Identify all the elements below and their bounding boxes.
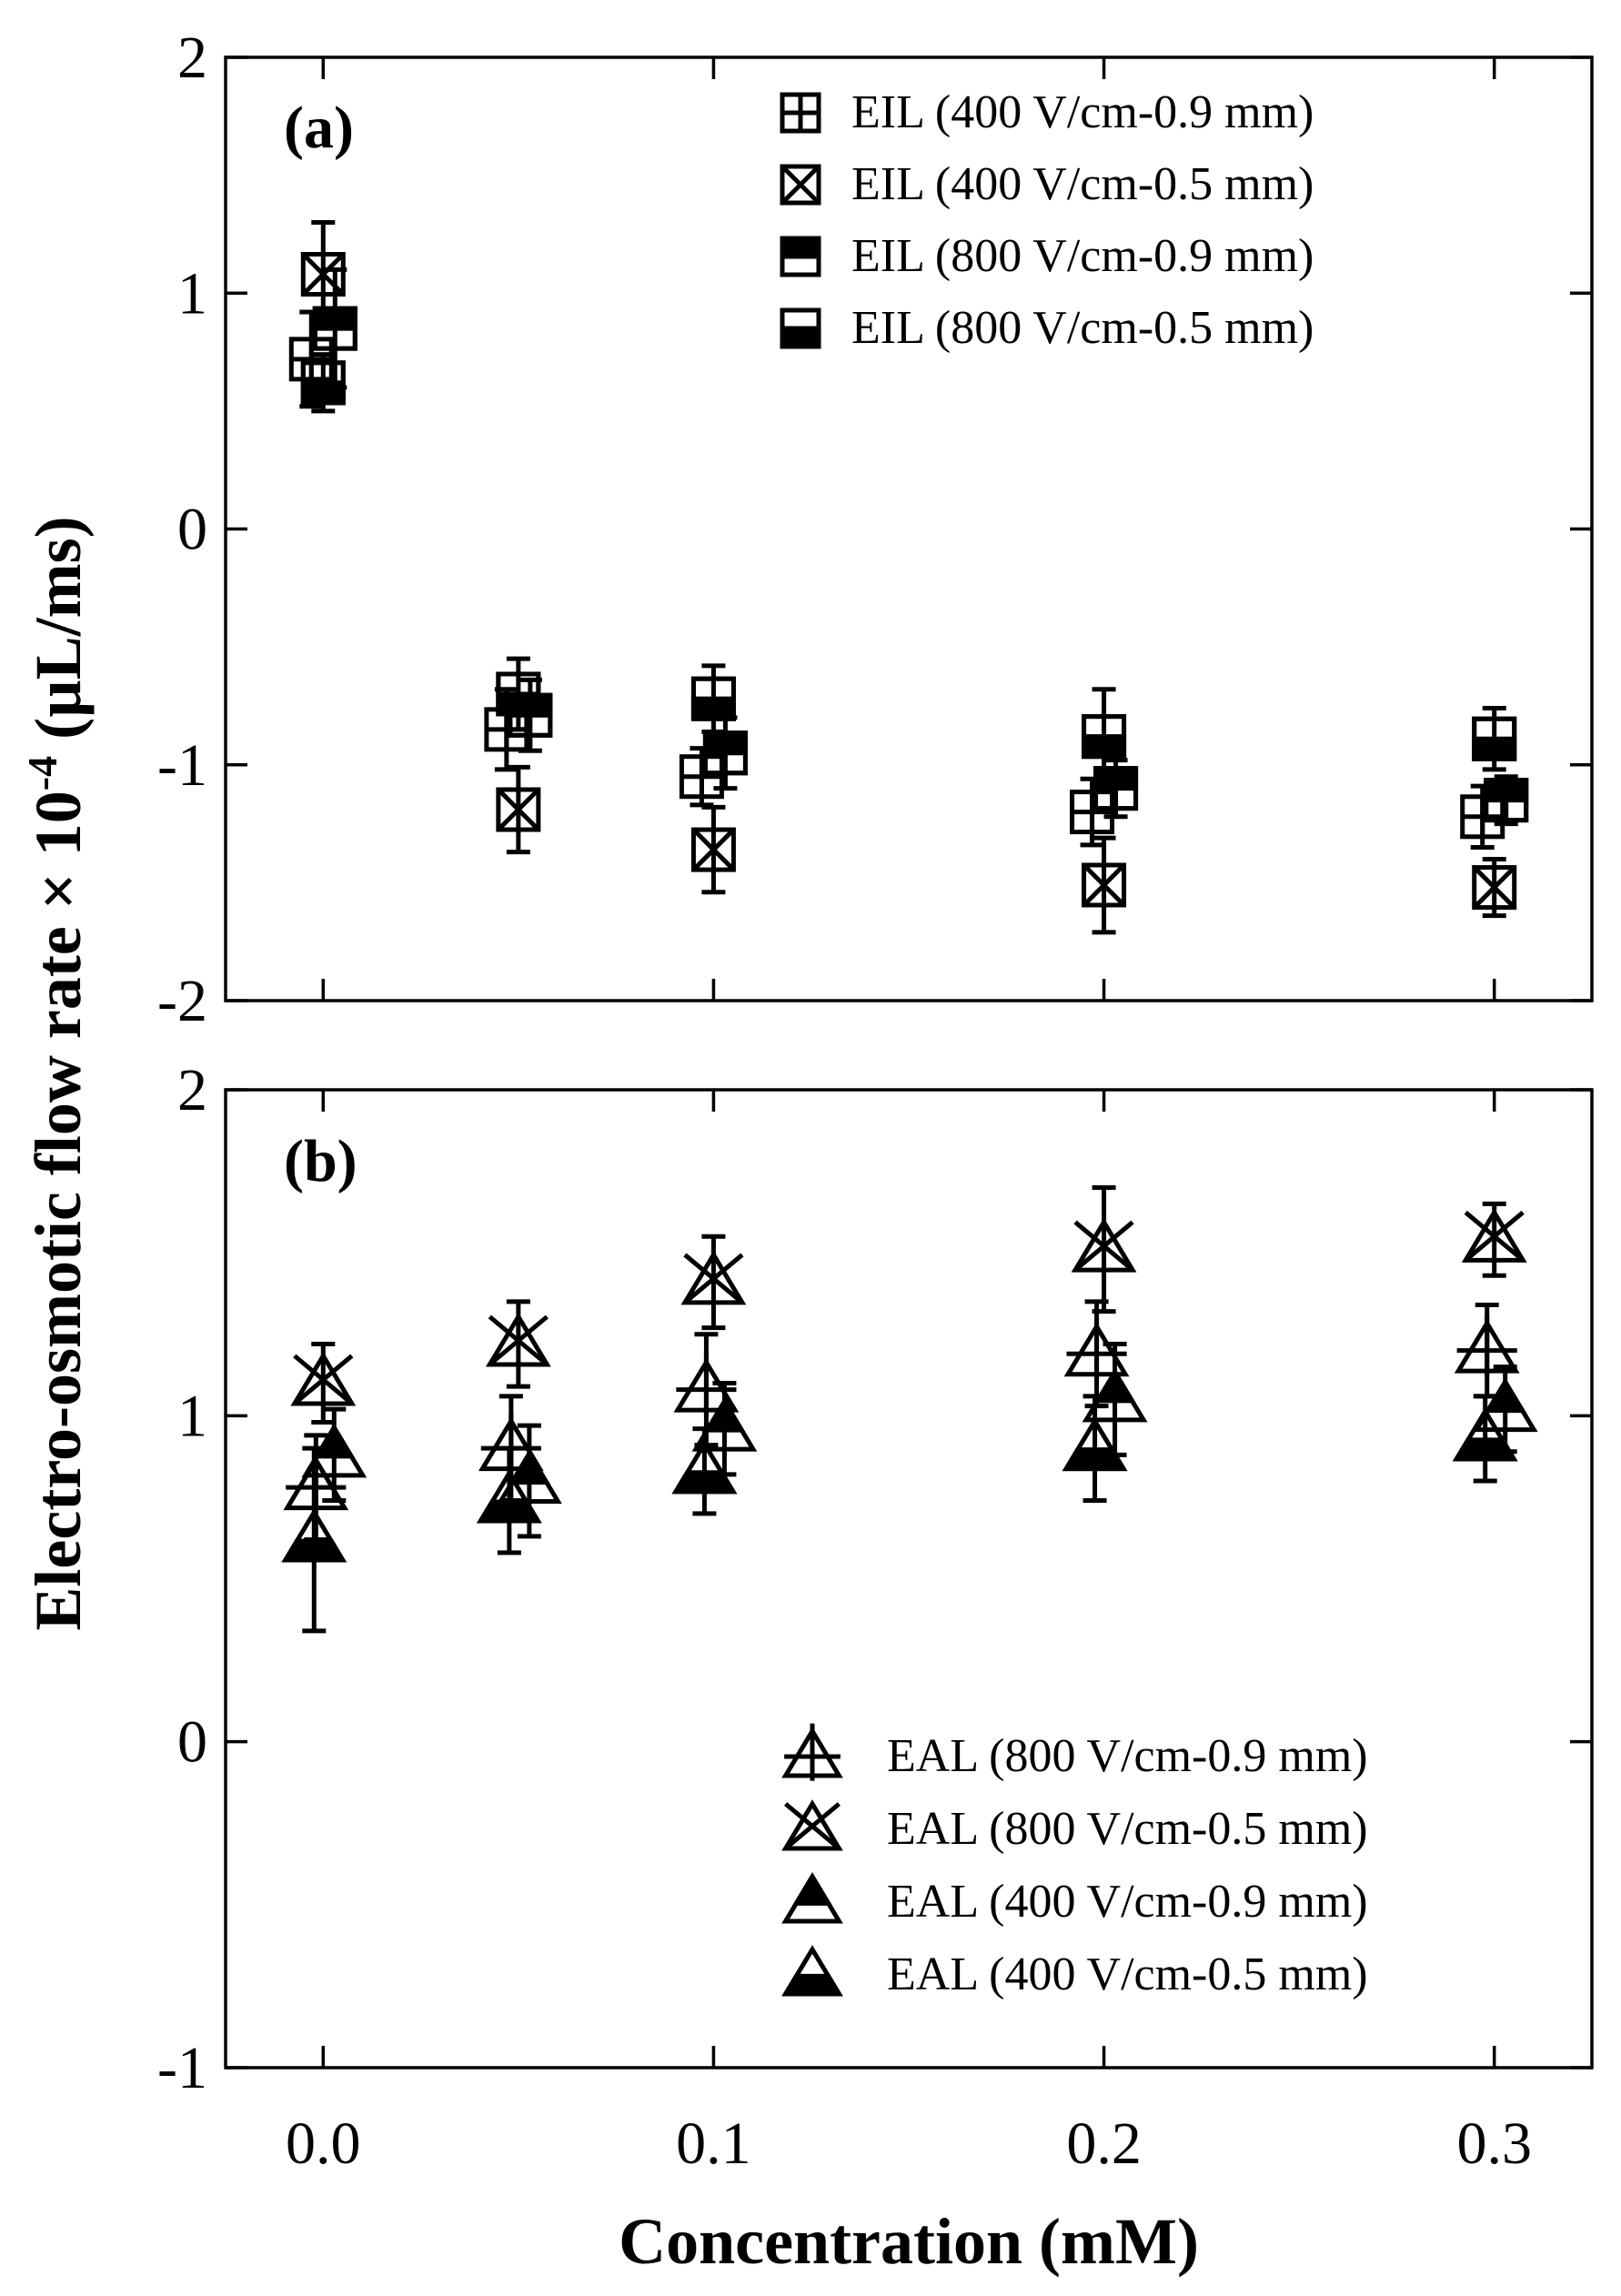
data-point xyxy=(1460,794,1505,840)
y-tick-label: 2 xyxy=(177,25,207,91)
data-point xyxy=(671,1439,738,1495)
y-axis-title-main: Electro-osmotic flow rate × 10 xyxy=(22,791,95,1630)
panel-b-label: (b) xyxy=(284,1128,357,1194)
panel-b-frame xyxy=(224,1088,1594,2069)
y-axis-title-units: (µL/ms) xyxy=(22,516,95,755)
data-point xyxy=(691,1396,758,1452)
data-point xyxy=(1093,766,1139,811)
data-point xyxy=(1082,862,1127,908)
legend-marker xyxy=(780,92,821,134)
legend-label: EIL (400 V/cm-0.5 mm) xyxy=(851,158,1314,210)
y-tick-label: 2 xyxy=(177,1057,207,1123)
legend-marker xyxy=(780,307,821,349)
legend-label: EAL (800 V/cm-0.9 mm) xyxy=(887,1730,1368,1782)
data-point xyxy=(1452,1406,1518,1462)
panel-a-legend: EIL (400 V/cm-0.9 mm) EIL (400 V/cm-0.5 m… xyxy=(780,86,1314,354)
y-tick-label: -2 xyxy=(157,968,207,1034)
panel-b-markers xyxy=(281,1207,1538,1563)
legend-label: EAL (800 V/cm-0.5 mm) xyxy=(887,1803,1368,1855)
data-point xyxy=(690,827,736,872)
y-axis-title-exponent: -4 xyxy=(19,756,65,791)
legend-marker xyxy=(781,1723,843,1781)
data-point xyxy=(679,754,724,800)
data-point xyxy=(1454,1314,1520,1377)
data-point xyxy=(496,787,541,832)
x-tick-label: 0.1 xyxy=(676,2110,751,2177)
legend-label: EIL (800 V/cm-0.5 mm) xyxy=(851,302,1314,354)
data-point xyxy=(496,671,541,717)
panel-b-errorbars xyxy=(302,1185,1517,1634)
data-point xyxy=(476,1468,542,1524)
data-point xyxy=(1472,716,1517,761)
legend-marker xyxy=(781,1799,843,1851)
panel-b: -1 0 1 2 0.0 0.1 0.2 0.3 (b) EAL (800 V/cm-0.9 … xyxy=(157,1057,1594,2177)
panel-b-ticks: -1 0 1 2 0.0 0.1 0.2 0.3 xyxy=(157,1057,1592,2177)
y-tick-label: 0 xyxy=(177,1709,207,1776)
data-point xyxy=(1082,714,1127,760)
data-point xyxy=(312,306,357,351)
x-tick-label: 0.3 xyxy=(1456,2110,1532,2177)
data-point xyxy=(478,1413,544,1475)
data-point xyxy=(690,676,736,721)
legend-label: EAL (400 V/cm-0.9 mm) xyxy=(887,1876,1368,1928)
data-point xyxy=(1082,1367,1148,1423)
data-point xyxy=(288,337,334,382)
data-point xyxy=(290,1351,357,1406)
data-point xyxy=(680,1250,747,1305)
x-tick-label: 0.2 xyxy=(1066,2110,1142,2177)
data-point xyxy=(1461,1207,1527,1263)
legend-label: EIL (800 V/cm-0.9 mm) xyxy=(851,230,1314,282)
y-axis-title: Electro-osmotic flow rate × 10-4 (µL/ms) xyxy=(19,516,95,1630)
legend-label: EIL (400 V/cm-0.9 mm) xyxy=(851,86,1314,138)
data-point xyxy=(1472,865,1517,911)
legend-label: EAL (400 V/cm-0.5 mm) xyxy=(887,1949,1368,2000)
panel-a-ticks: -2 -1 0 1 2 xyxy=(157,25,1592,1034)
data-point xyxy=(1071,1217,1137,1273)
data-point xyxy=(300,252,346,297)
panel-a-label: (a) xyxy=(284,95,354,161)
legend-marker xyxy=(781,1872,843,1924)
data-point xyxy=(281,1507,347,1563)
y-tick-label: -1 xyxy=(157,732,207,799)
data-point xyxy=(485,1312,551,1367)
data-point xyxy=(1062,1416,1128,1472)
data-point xyxy=(1063,1318,1130,1380)
data-point xyxy=(1472,1377,1538,1433)
y-tick-label: 1 xyxy=(177,260,207,327)
panel-a-markers xyxy=(288,252,1529,911)
legend-marker xyxy=(780,164,821,206)
y-tick-label: 1 xyxy=(177,1383,207,1449)
panel-b-legend: EAL (800 V/cm-0.9 mm) EAL (800 V/cm-0.5 m… xyxy=(781,1723,1368,2000)
data-point xyxy=(300,360,346,406)
x-axis-title: Concentration (mM) xyxy=(619,2205,1199,2278)
legend-marker xyxy=(781,1945,843,1997)
x-tick-label: 0.0 xyxy=(286,2110,361,2177)
data-point xyxy=(1070,790,1115,835)
data-point xyxy=(301,1423,367,1478)
y-tick-label: 0 xyxy=(177,497,207,563)
data-point xyxy=(673,1354,740,1416)
data-point xyxy=(1484,778,1529,823)
data-point xyxy=(702,730,748,776)
y-tick-label: -1 xyxy=(157,2035,207,2101)
data-point xyxy=(496,1449,562,1504)
legend-marker xyxy=(780,236,821,277)
